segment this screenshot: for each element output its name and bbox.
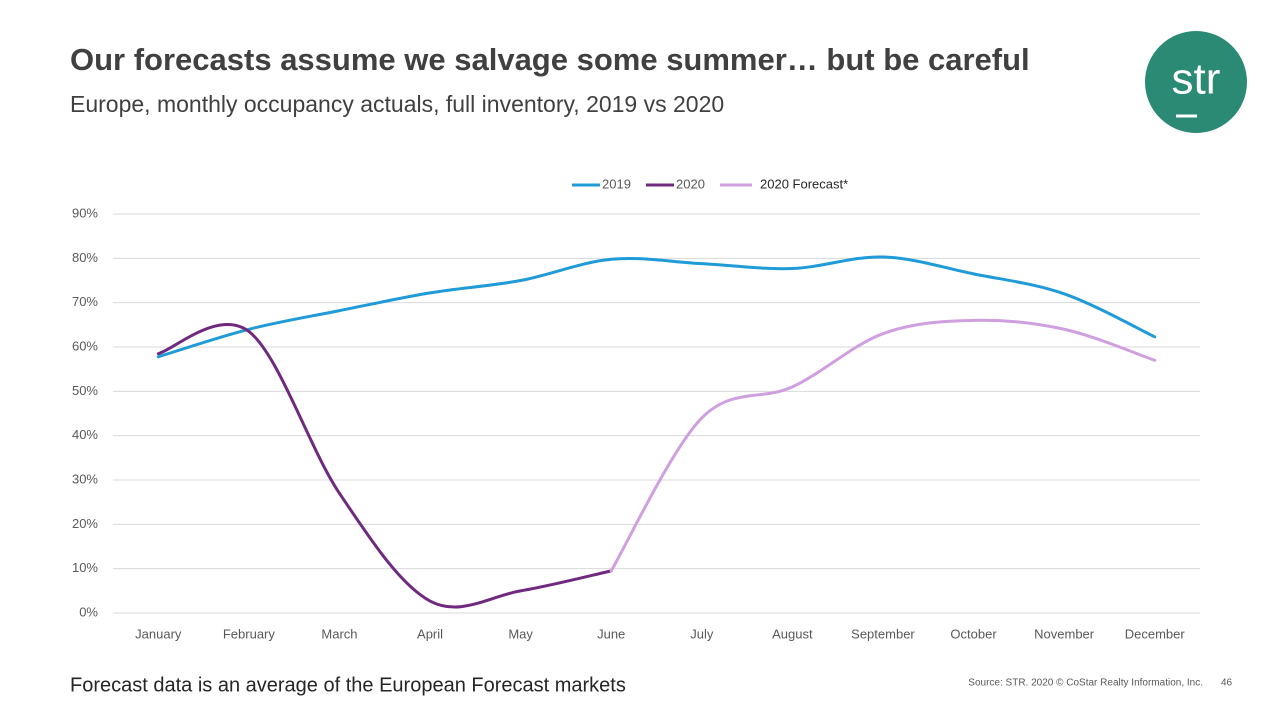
line-series	[609, 318, 1157, 573]
line-series	[156, 255, 1157, 359]
legend-label: 2019	[602, 176, 631, 191]
source: Source: STR. 2020 © CoStar Realty Inform…	[968, 678, 1203, 689]
legend-label: 2020	[676, 176, 705, 191]
subtitle: Europe, monthly occupancy actuals, full …	[70, 91, 724, 117]
y-tick-label: 40%	[72, 427, 98, 442]
y-tick-label: 30%	[72, 471, 98, 486]
x-tick-label: April	[417, 626, 443, 641]
x-tick-label: July	[690, 626, 714, 641]
y-tick-label: 60%	[72, 338, 98, 353]
logo-circle	[1145, 31, 1247, 133]
x-tick-label: January	[135, 626, 182, 641]
line-series	[156, 323, 613, 609]
x-tick-label: August	[772, 626, 813, 641]
x-tick-label: September	[851, 626, 915, 641]
y-tick-label: 70%	[72, 294, 98, 309]
page-number: 46	[1221, 678, 1233, 689]
y-tick-label: 0%	[79, 604, 98, 619]
y-tick-label: 10%	[72, 560, 98, 575]
x-tick-label: October	[950, 626, 997, 641]
y-tick-label: 50%	[72, 383, 98, 398]
x-tick-label: May	[508, 626, 533, 641]
x-tick-label: November	[1034, 626, 1095, 641]
x-tick-label: December	[1125, 626, 1186, 641]
x-tick-label: March	[321, 626, 357, 641]
logo-text: str	[1172, 55, 1221, 104]
title: Our forecasts assume we salvage some sum…	[70, 42, 1030, 77]
y-tick-label: 90%	[72, 205, 98, 220]
x-tick-label: February	[223, 626, 276, 641]
y-tick-label: 20%	[72, 516, 98, 531]
legend-label: 2020 Forecast*	[760, 176, 848, 191]
footnote: Forecast data is an average of the Europ…	[70, 674, 626, 696]
x-tick-label: June	[597, 626, 625, 641]
y-tick-label: 80%	[72, 250, 98, 265]
